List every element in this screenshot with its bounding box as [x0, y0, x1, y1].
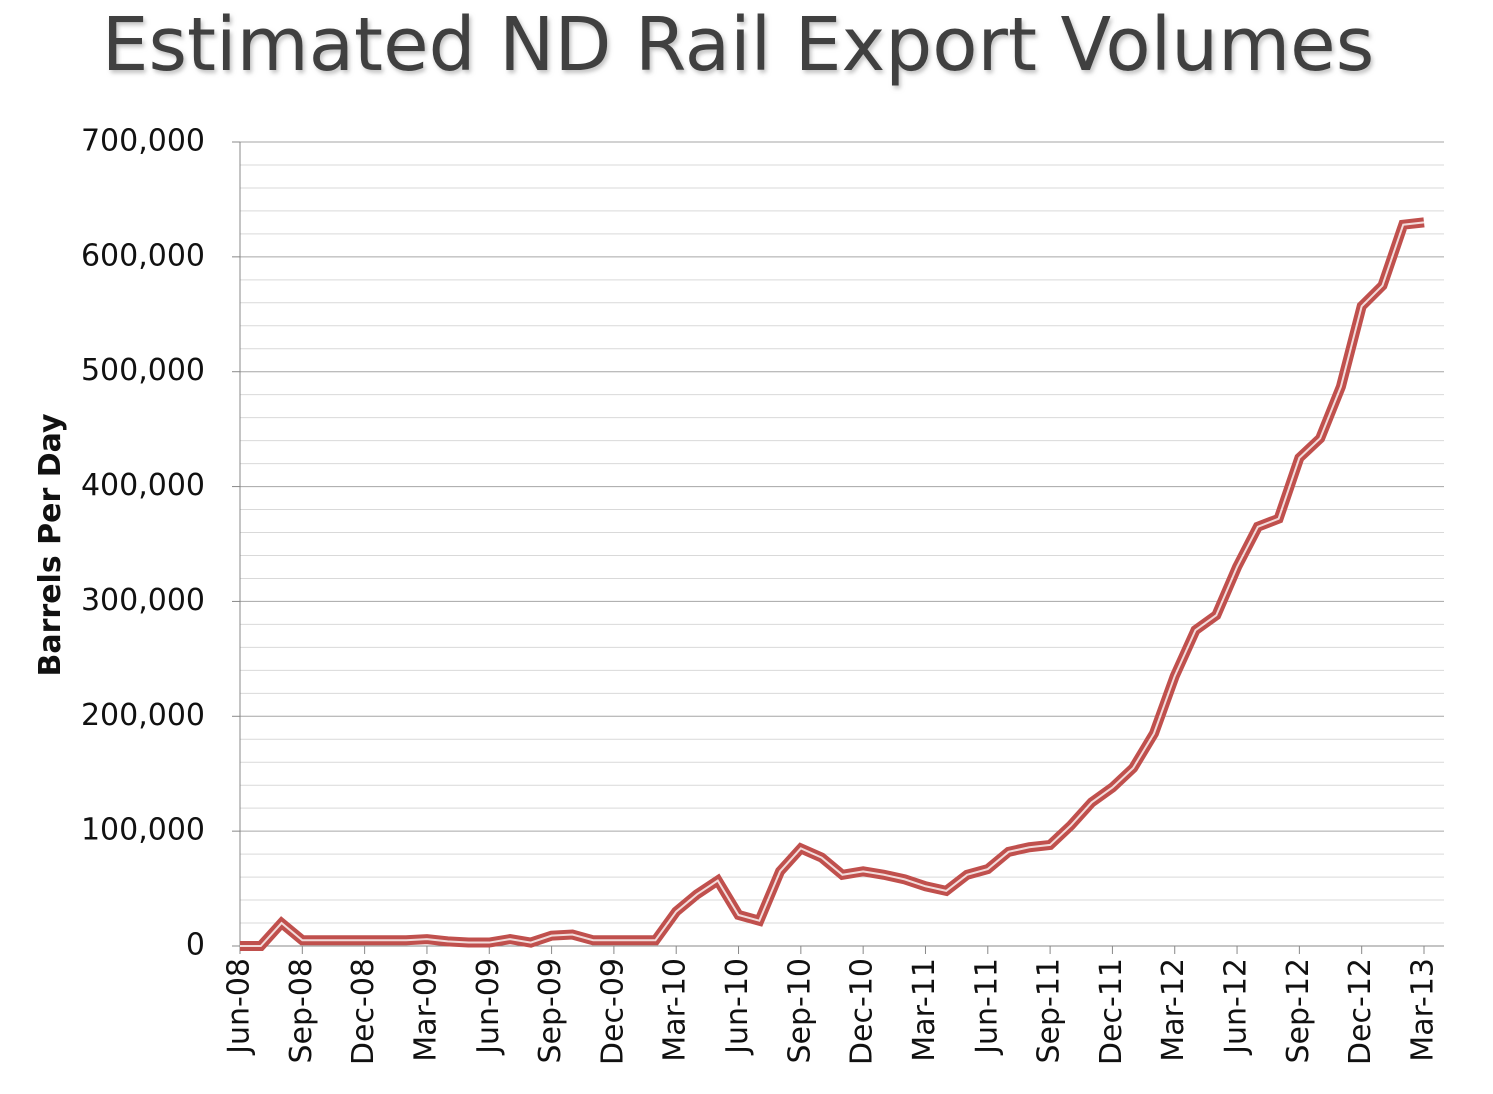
x-tick-label: Dec-09: [595, 958, 630, 1065]
y-axis-label: Barrels Per Day: [33, 413, 68, 676]
x-tick-label: Mar-12: [1156, 958, 1191, 1062]
data-line: [240, 217, 1425, 951]
x-tick-label: Sep-09: [533, 958, 568, 1064]
x-tick-label: Dec-11: [1094, 958, 1129, 1065]
y-tick-label: 300,000: [81, 583, 205, 618]
x-tick-label: Jun-11: [969, 958, 1004, 1056]
y-tick-label: 600,000: [81, 238, 205, 273]
y-tick-label: 400,000: [81, 468, 205, 503]
y-tick-label: 500,000: [81, 353, 205, 388]
x-tick-label: Mar-13: [1406, 958, 1441, 1062]
x-tick-label: Dec-08: [346, 958, 381, 1065]
x-tick-label: Jun-09: [471, 958, 506, 1056]
x-tick-label: Dec-12: [1343, 958, 1378, 1065]
x-tick-label: Sep-11: [1032, 958, 1067, 1064]
x-tick-label: Sep-08: [284, 958, 319, 1064]
x-tick-label: Mar-09: [408, 958, 443, 1062]
x-tick-label: Jun-12: [1219, 958, 1254, 1056]
y-tick-label: 700,000: [81, 124, 205, 159]
x-tick-label: Jun-08: [222, 958, 257, 1056]
chart-title: Estimated ND Rail Export Volumes: [102, 2, 1375, 88]
x-tick-label: Sep-12: [1281, 958, 1316, 1064]
y-tick-label: 200,000: [81, 698, 205, 733]
y-tick-label: 100,000: [81, 813, 205, 848]
x-tick-label: Dec-10: [845, 958, 880, 1065]
x-tick-label: Mar-10: [658, 958, 693, 1062]
x-tick-label: Sep-10: [782, 958, 817, 1064]
data-line-highlight: [240, 221, 1425, 947]
x-tick-label: Jun-10: [720, 958, 755, 1056]
y-tick-label: 0: [186, 928, 205, 963]
x-tick-label: Mar-11: [907, 958, 942, 1062]
